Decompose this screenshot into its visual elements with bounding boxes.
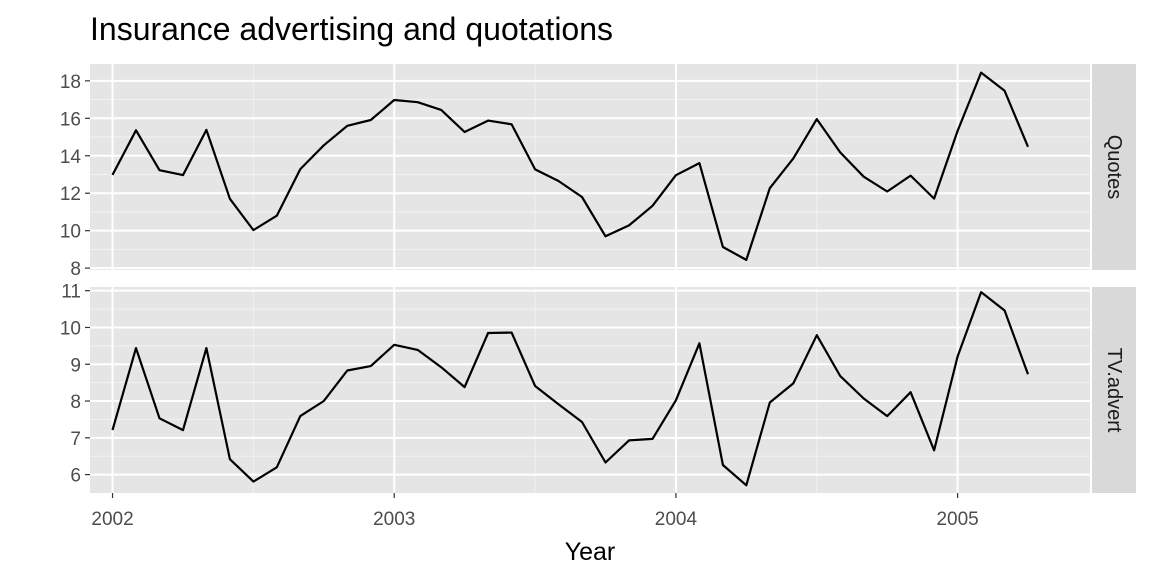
y-tick-label: 11: [61, 282, 81, 303]
y-tick-label: 16: [60, 109, 81, 130]
facet-panel-1: 8 10 12 14 16 18 Quotes: [60, 64, 1136, 280]
x-tick-label: 2004: [655, 509, 698, 530]
y-tick-label: 10: [60, 318, 81, 339]
facet-strip-label: Quotes: [1103, 135, 1125, 199]
y-tick-label: 14: [60, 147, 82, 168]
facet-panel-2: 6 7 8 9 10 11 TV.advert: [60, 282, 1136, 493]
y-tick-label: 8: [70, 392, 81, 413]
chart-title: Insurance advertising and quotations: [90, 11, 613, 47]
x-tick-label: 2002: [91, 509, 133, 530]
facet-strip-label: TV.advert: [1103, 348, 1125, 433]
y-tick-label: 8: [70, 259, 81, 280]
facet-strip: [1092, 64, 1136, 270]
y-tick-label: 12: [60, 184, 81, 205]
panel-background: [90, 287, 1090, 493]
series-line-tv-advert: [111, 291, 1030, 487]
y-tick-label: 10: [60, 222, 81, 243]
y-tick-label: 7: [70, 429, 81, 450]
facet-strip: [1092, 287, 1136, 493]
y-tick-label: 9: [70, 355, 81, 376]
panel-background: [90, 64, 1090, 270]
y-tick-label: 18: [60, 72, 81, 93]
series-line-quotes: [111, 71, 1030, 261]
x-tick-label: 2005: [936, 509, 978, 530]
y-tick-label: 6: [70, 466, 81, 487]
x-axis-title: Year: [565, 538, 616, 566]
plot-area: 8 10 12 14 16 18 Quotes 6 7 8 9 10 11 TV.advert 2002 20…: [60, 64, 1136, 530]
x-tick-label: 2003: [373, 509, 415, 530]
